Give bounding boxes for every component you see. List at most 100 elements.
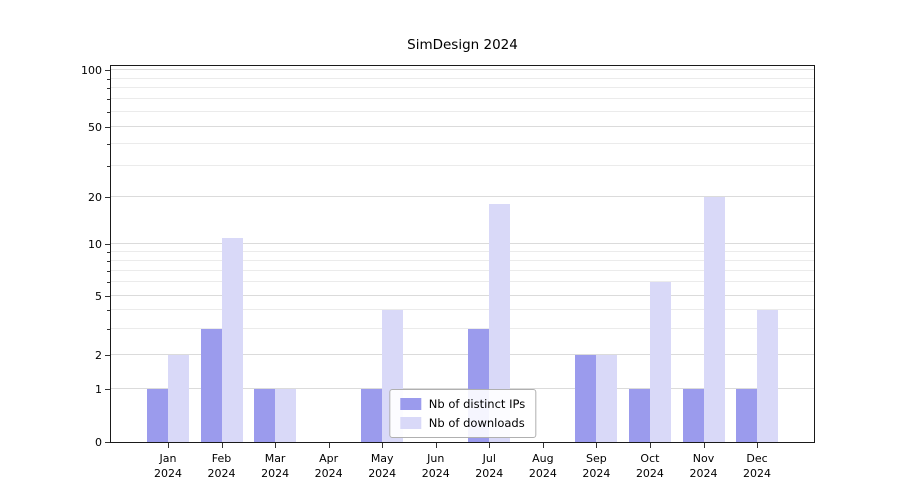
y-minor-tick-mark xyxy=(107,310,110,312)
bar-distinct-ips xyxy=(628,389,650,442)
legend-label: Nb of distinct IPs xyxy=(428,397,526,411)
x-tick-label-year: 2024 xyxy=(314,467,343,480)
bar-downloads xyxy=(275,389,297,442)
x-tick-label-year: 2024 xyxy=(743,467,772,480)
x-tick-label-month: Jan xyxy=(159,452,177,465)
grid-line-major xyxy=(111,354,814,355)
grid-line-major xyxy=(111,243,814,244)
y-minor-tick-mark xyxy=(107,78,110,80)
y-tick-mark xyxy=(105,389,110,390)
y-minor-tick-mark xyxy=(107,282,110,284)
y-minor-tick-mark xyxy=(107,144,110,146)
grid-line-major xyxy=(111,196,814,197)
x-tick-mark xyxy=(328,443,330,448)
x-tick-label-year: 2024 xyxy=(261,467,290,480)
x-tick-label: Feb 2024 xyxy=(194,451,250,481)
x-tick-label-month: Dec xyxy=(746,452,768,465)
y-tick-mark xyxy=(105,296,110,297)
y-minor-tick-mark xyxy=(107,166,110,168)
y-tick-label: 20 xyxy=(88,191,102,204)
grid-line-minor xyxy=(111,269,814,271)
x-tick-label: Mar 2024 xyxy=(247,451,303,481)
legend: Nb of distinct IPs Nb of downloads xyxy=(388,389,537,438)
x-tick-mark xyxy=(221,443,223,448)
y-minor-tick-mark xyxy=(107,251,110,253)
legend-swatch xyxy=(399,417,421,429)
x-tick-label-year: 2024 xyxy=(582,467,611,480)
x-tick-label-month: Sep xyxy=(586,452,607,465)
grid-line-major xyxy=(111,126,814,127)
x-tick-label: Oct 2024 xyxy=(622,451,678,481)
plot-area: Nb of distinct IPs Nb of downloads xyxy=(110,65,815,443)
x-tick-label-year: 2024 xyxy=(207,467,236,480)
x-tick-label-month: Jul xyxy=(482,452,496,465)
y-minor-tick-mark xyxy=(107,99,110,101)
x-tick-mark xyxy=(703,443,705,448)
y-tick-mark xyxy=(105,127,110,128)
x-tick-label-month: Jun xyxy=(427,452,445,465)
x-tick-label-year: 2024 xyxy=(528,467,557,480)
x-tick-mark xyxy=(489,443,491,448)
x-tick-label: Jun 2024 xyxy=(408,451,464,481)
y-tick-label: 100 xyxy=(81,64,102,77)
grid-line-major xyxy=(111,295,814,296)
grid-line-minor xyxy=(111,250,814,252)
grid-line-minor xyxy=(111,87,814,89)
bar-downloads xyxy=(703,197,725,442)
bar-distinct-ips xyxy=(254,389,276,442)
x-tick-mark xyxy=(649,443,651,448)
x-tick-label: Jan 2024 xyxy=(140,451,196,481)
y-tick-mark xyxy=(105,442,110,443)
x-tick-label: Sep 2024 xyxy=(568,451,624,481)
grid-line-minor xyxy=(111,309,814,311)
bar-downloads xyxy=(168,355,189,442)
x-tick-label-year: 2024 xyxy=(635,467,664,480)
y-tick-label: 0 xyxy=(95,436,102,449)
y-tick-label: 50 xyxy=(88,121,102,134)
bar-distinct-ips xyxy=(575,355,597,442)
x-tick-mark xyxy=(435,443,437,448)
x-tick-label: May 2024 xyxy=(354,451,410,481)
bar-distinct-ips xyxy=(200,328,222,442)
bar-downloads xyxy=(489,204,511,442)
legend-item: Nb of downloads xyxy=(399,416,525,430)
x-tick-mark xyxy=(382,443,384,448)
x-tick-label-year: 2024 xyxy=(475,467,504,480)
x-tick-label-month: May xyxy=(370,452,394,465)
legend-swatch xyxy=(399,398,421,410)
x-tick-label-month: Feb xyxy=(211,452,232,465)
y-tick-label: 1 xyxy=(95,383,102,396)
grid-line-minor xyxy=(111,281,814,283)
bar-downloads xyxy=(757,310,779,442)
bar-downloads xyxy=(596,355,618,442)
x-tick-label-year: 2024 xyxy=(689,467,718,480)
x-tick-label-month: Aug xyxy=(532,452,554,465)
legend-label: Nb of downloads xyxy=(428,416,525,430)
grid-line-minor xyxy=(111,165,814,167)
y-tick-label: 5 xyxy=(95,290,102,303)
grid-line-minor xyxy=(111,77,814,79)
x-tick-label: Aug 2024 xyxy=(515,451,571,481)
x-tick-label-month: Nov xyxy=(692,452,715,465)
x-tick-label-year: 2024 xyxy=(421,467,450,480)
y-minor-tick-mark xyxy=(107,260,110,262)
x-tick-label: Jul 2024 xyxy=(461,451,517,481)
x-tick-label-month: Apr xyxy=(319,452,339,465)
grid-line-minor xyxy=(111,259,814,261)
grid-line-major xyxy=(111,69,814,70)
y-tick-mark xyxy=(105,70,110,71)
x-tick-mark xyxy=(168,443,169,448)
x-tick-label: Dec 2024 xyxy=(729,451,785,481)
x-tick-label: Apr 2024 xyxy=(301,451,357,481)
grid-line-major xyxy=(111,388,814,389)
y-tick-mark xyxy=(105,244,110,245)
bar-distinct-ips xyxy=(736,389,758,442)
x-tick-mark xyxy=(275,443,277,448)
x-tick-mark xyxy=(542,443,544,448)
y-minor-tick-mark xyxy=(107,328,110,330)
y-minor-tick-mark xyxy=(107,270,110,272)
x-tick-label-month: Mar xyxy=(264,452,286,465)
x-tick-mark xyxy=(757,443,759,448)
y-minor-tick-mark xyxy=(107,112,110,113)
